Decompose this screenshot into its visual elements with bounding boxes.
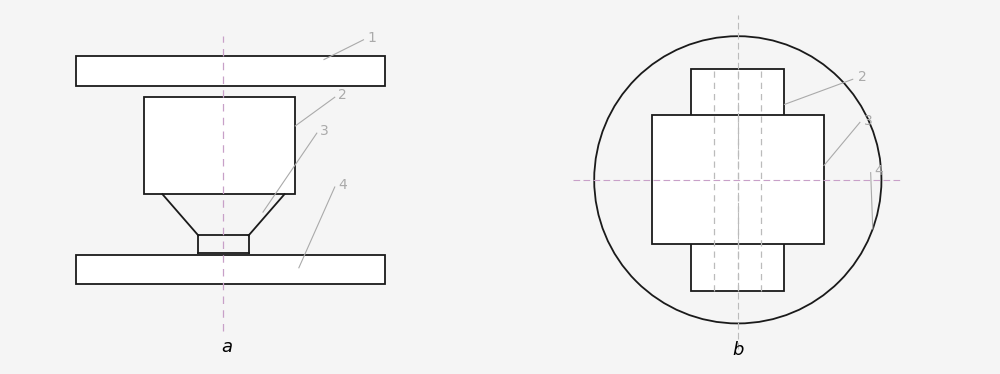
Text: 3: 3 [863,114,872,128]
Text: 2: 2 [858,70,867,85]
Text: 2: 2 [338,88,347,102]
Text: 1: 1 [367,31,376,45]
Text: b: b [732,341,744,359]
Text: 4: 4 [338,178,347,192]
Bar [652,115,824,245]
Bar [691,68,784,291]
Bar [76,255,385,284]
Bar [144,97,295,194]
Text: a: a [222,338,233,356]
Text: 3: 3 [320,124,329,138]
Text: 4: 4 [874,164,883,178]
Bar [76,56,385,86]
